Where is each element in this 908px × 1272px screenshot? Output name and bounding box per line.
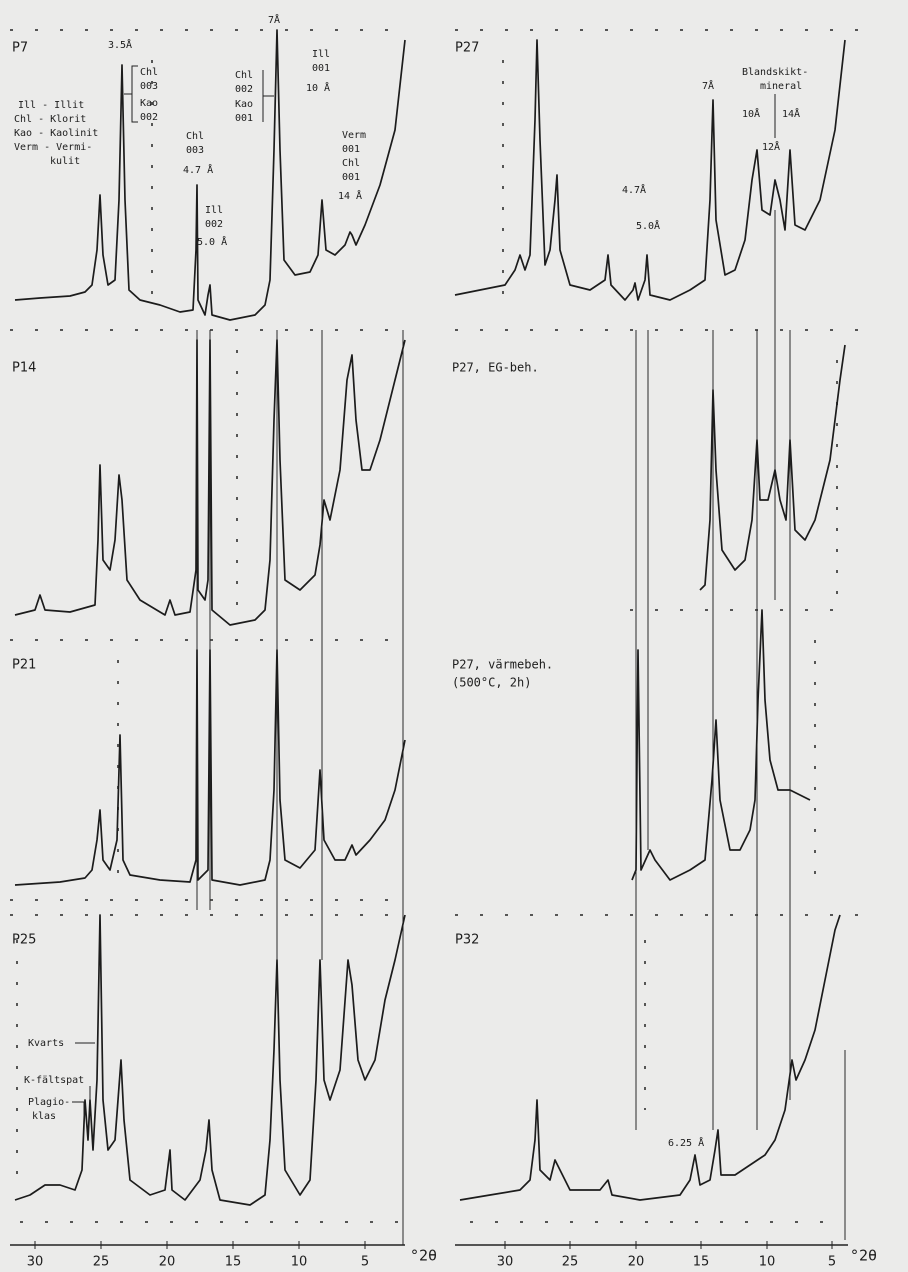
tick-label: 15: [225, 1255, 242, 1270]
annotation: 001: [312, 63, 330, 74]
tick-label: 20: [159, 1255, 176, 1270]
axis-ticks: [34, 1241, 833, 1249]
trace-p14: [14, 339, 406, 626]
panel-label: P27, EG-beh.: [452, 361, 539, 375]
tick-label: 30: [27, 1255, 44, 1270]
trace-p32: [459, 914, 841, 1201]
annotation: 6.25 Å: [668, 1136, 704, 1149]
tick-label: 5: [828, 1255, 836, 1270]
legend-line: Chl - Klorit: [14, 114, 86, 125]
annotation: 001: [342, 172, 360, 183]
annotation: 14 Å: [338, 189, 362, 202]
annotation: 7Å: [268, 13, 280, 26]
annotation: 10Å: [742, 107, 760, 120]
annotation: 5.0 Å: [197, 235, 227, 248]
annotation: 10 Å: [306, 81, 330, 94]
annotation: Chl: [186, 131, 204, 142]
legend-line: kulit: [50, 156, 80, 167]
tick-label: 15: [693, 1255, 710, 1270]
annotation: Chl: [140, 67, 158, 78]
annotation: Chl: [342, 158, 360, 169]
annotation: 4.7 Å: [183, 163, 213, 176]
annotation: 001: [342, 144, 360, 155]
annotation: Verm: [342, 130, 366, 141]
annotation: 002: [140, 112, 158, 123]
panel-label: P27: [455, 41, 479, 56]
tick-label: 25: [562, 1255, 579, 1270]
annotation: Kvarts: [28, 1038, 64, 1049]
annotation: Blandskikt-: [742, 67, 808, 78]
panel-label: P25: [12, 933, 36, 948]
annotation: klas: [32, 1111, 56, 1122]
axis-unit: °2θ: [410, 1247, 437, 1265]
tick-label: 10: [291, 1255, 308, 1270]
bracket: [262, 70, 274, 122]
annotation: 003: [140, 81, 158, 92]
panel-label: P27, värmebeh.: [452, 658, 553, 672]
frame-dots: [10, 29, 860, 1223]
panel-label: P7: [12, 41, 28, 56]
trace-p21: [14, 649, 406, 886]
annotation: Ill: [312, 49, 330, 60]
annotation: 002: [205, 219, 223, 230]
annotation: Kao: [235, 99, 253, 110]
legend-line: Verm - Vermi-: [14, 142, 92, 153]
annotation: 7Å: [702, 79, 714, 92]
trace-p25: [14, 914, 406, 1206]
annotation: 003: [186, 145, 204, 156]
pointer: [72, 1086, 91, 1120]
annotation: 3.5Å: [108, 38, 132, 51]
axis-unit: °2θ: [850, 1247, 877, 1265]
legend-line: Ill - Illit: [18, 100, 84, 111]
annotation: 4.7Å: [622, 183, 646, 196]
tick-label: 5: [361, 1255, 369, 1270]
tick-label: 10: [759, 1255, 776, 1270]
trace-p27-heat: [631, 609, 811, 881]
annotation: Plagio-: [28, 1097, 70, 1108]
annotation: Chl: [235, 70, 253, 81]
annotation: mineral: [760, 81, 802, 92]
panel-label: P21: [12, 658, 36, 673]
annotation: 12Å: [762, 140, 780, 153]
tick-label: 30: [497, 1255, 514, 1270]
annotation: Ill: [205, 205, 223, 216]
annotation: Kao: [140, 98, 158, 109]
annotation: 14Å: [782, 107, 800, 120]
annotation: 002: [235, 84, 253, 95]
panel-sublabel: (500°C, 2h): [452, 676, 531, 690]
bracket: [124, 65, 138, 123]
tick-label: 20: [628, 1255, 645, 1270]
trace-p7: [14, 29, 406, 321]
tick-label: 25: [93, 1255, 110, 1270]
annotation: 001: [235, 113, 253, 124]
panel-label: P14: [12, 361, 36, 376]
annotation: K-fältspat: [24, 1075, 84, 1086]
annotation: 5.0Å: [636, 219, 660, 232]
trace-p27-eg: [699, 344, 846, 591]
panel-label: P32: [455, 933, 479, 948]
trace-p27: [454, 39, 846, 301]
legend-line: Kao - Kaolinit: [14, 128, 98, 139]
